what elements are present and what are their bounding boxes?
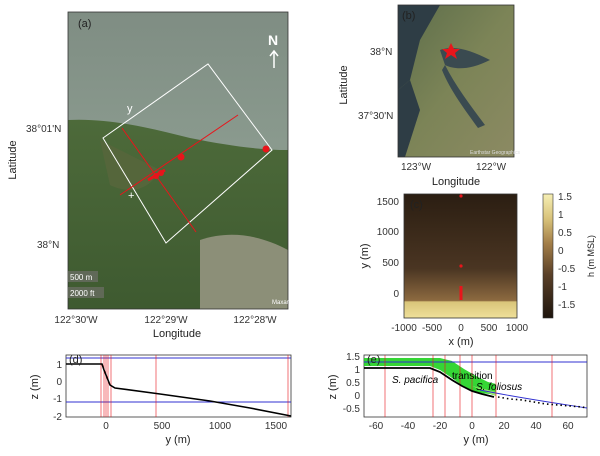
sensor-marker [153,173,159,179]
scale-bar-m: 500 m [70,273,93,282]
x-tick: -40 [401,421,416,432]
lon-tick: 122°28'W [233,315,277,326]
sensor-marker [177,153,185,161]
x-tick: 0 [458,323,464,334]
x-axis-label-a: Longitude [153,328,201,340]
x-tick: -1000 [391,323,417,334]
colorbar-tick: -1.5 [558,300,576,311]
sensor-marker [158,170,164,176]
species-label-pacifica: S. pacifica [392,375,439,386]
colorbar-tick: 0 [558,246,564,257]
north-arrow-icon [269,49,279,68]
y-tick: 1500 [377,197,400,208]
sensor-marker [459,194,463,198]
y-axis-label-b: Latitude [338,65,350,104]
species-label-foliosus: S. foliosus [476,382,522,393]
colorbar-tick: 1 [558,210,564,221]
origin-marker: + [128,190,134,202]
panel-b: (b) Earthstar Geographics 38°N 37°30'N 1… [338,4,521,188]
x-axis-label-b: Longitude [432,176,480,188]
elevation-profile [66,363,292,417]
y-tick: -1 [53,394,62,405]
lon-tick: 123°W [401,162,432,173]
y-tick: 0 [393,289,399,300]
x-tick: 0 [103,421,109,432]
ocean-area [398,5,440,90]
colorbar-tick: -1 [558,282,567,293]
x-tick: 1000 [506,323,529,334]
panel-c-label: (c) [410,199,423,211]
y-tick: -0.5 [343,404,361,415]
lat-tick: 38°01'N [26,124,61,135]
panel-e-label: (e) [367,354,380,366]
scale-bar-ft: 2000 ft [70,289,95,298]
cross-transect-line [121,127,197,233]
y-tick: 0.5 [346,378,360,389]
credit-a: Maxar [272,300,289,306]
panel-d: (d) 1 0 -1 -2 0 500 1000 1500 y (m) z (m… [29,354,292,446]
colorbar-tick: 1.5 [558,192,572,203]
x-tick: 1500 [265,421,288,432]
lat-tick: 37°30'N [358,111,393,122]
x-axis-label-e: y (m) [463,434,488,446]
colorbar [542,193,554,319]
x-tick: 20 [498,421,510,432]
panel-c: (c) 1500 1000 500 0 -1000 -500 0 500 100… [359,192,596,348]
y-tick: 0 [354,391,360,402]
y-tick: 500 [382,258,399,269]
panel-b-label: (b) [402,10,415,22]
low-water-curve [479,389,588,409]
y-tick: 1 [354,365,360,376]
x-tick: 500 [481,323,498,334]
lon-tick: 122°30'W [54,315,98,326]
panel-e: (e) S. pacifica transition S. foliosus 1… [327,352,588,446]
y-tick: 0 [56,377,62,388]
sensor-marker [459,264,463,268]
town-area [200,234,288,309]
panel-a-label: (a) [78,18,91,30]
x-tick: 500 [154,421,171,432]
model-domain-box [102,63,273,244]
sensor-cluster [459,286,463,300]
elevation-profile [364,367,495,398]
x-tick: 0 [469,421,475,432]
y-axis-label-a: Latitude [7,140,19,179]
y-tick: 1.5 [346,352,360,363]
x-axis-label-d: y (m) [165,434,190,446]
lon-tick: 122°29'W [144,315,188,326]
y-axis-label-e: z (m) [327,374,339,399]
x-axis-label-c: x (m) [448,336,473,348]
x-tick: -500 [422,323,442,334]
transition-label: transition [452,371,493,382]
x-tick: -20 [433,421,448,432]
y-tick: 1000 [377,227,400,238]
colorbar-label: h (m MSL) [586,235,596,277]
x-tick: -60 [369,421,384,432]
colorbar-tick: 0.5 [558,228,572,239]
lon-tick: 122°W [476,162,507,173]
panel-d-label: (d) [69,354,82,366]
y-tick: -2 [53,412,62,423]
sensor-marker [262,145,270,153]
y-axis-label-c: y (m) [359,243,371,268]
colorbar-tick: -0.5 [558,264,576,275]
lat-tick: 38°N [370,47,392,58]
site-star-icon [442,43,460,59]
y-axis-label-d: z (m) [29,374,41,399]
x-tick: 60 [562,421,574,432]
north-label: N [268,32,278,48]
panel-a: + y (a) N 500 m 2000 ft Maxar 38°01'N 38… [7,11,289,340]
x-tick: 40 [530,421,542,432]
transect-label: y [127,103,133,115]
y-tick: 1 [56,360,62,371]
lat-tick: 38°N [37,240,59,251]
credit-b: Earthstar Geographics [470,150,521,156]
x-tick: 1000 [209,421,232,432]
